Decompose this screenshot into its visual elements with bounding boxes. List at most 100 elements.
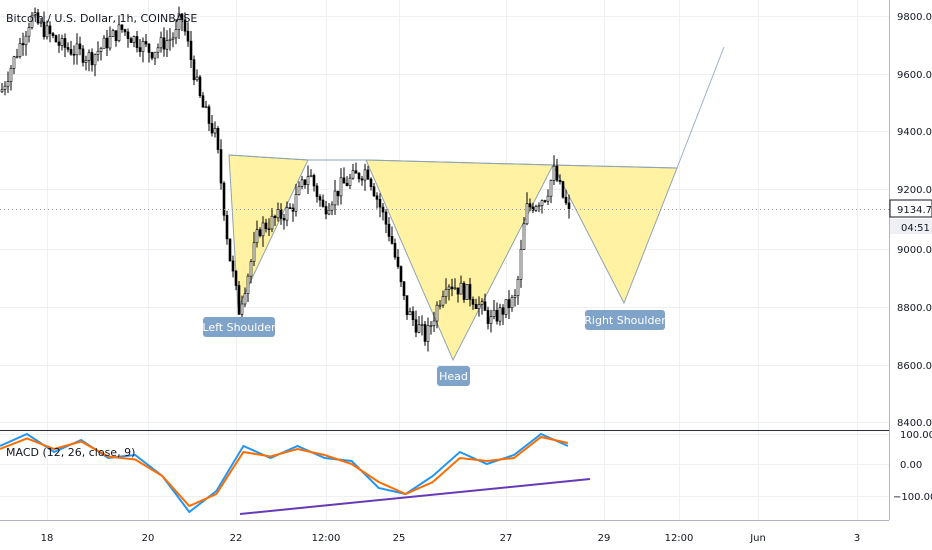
candle-body [246, 275, 250, 294]
candle-body [237, 285, 241, 315]
candle-body [297, 186, 301, 195]
macd-label: MACD (12, 26, close, 9) [6, 446, 135, 459]
candle-body [0, 89, 4, 93]
macd-axis[interactable]: 100.00 0.00 −100.00 [893, 430, 932, 503]
head-triangle[interactable] [365, 159, 554, 362]
candle-body [384, 211, 388, 225]
price-tick-label: 9000.00 [897, 245, 932, 256]
candle-body [429, 325, 433, 327]
macd-tick-label: 0.00 [900, 460, 922, 471]
candle-body [198, 76, 202, 97]
candle-body [51, 33, 55, 36]
candle-body [381, 206, 385, 213]
target-projection-line[interactable] [676, 46, 725, 169]
candle-body [9, 68, 13, 82]
neckline[interactable] [228, 154, 678, 169]
macd-trend-line[interactable] [239, 478, 591, 515]
candle-body [111, 30, 115, 37]
candle-body [81, 48, 85, 63]
candle-body [366, 169, 370, 180]
candle-body [507, 299, 511, 309]
price-tick-label: 8400.00 [897, 418, 932, 429]
candle-body [150, 52, 154, 59]
candle-body [171, 37, 175, 40]
candle-body [177, 13, 181, 30]
left-shoulder-label-text: Left Shoulder [202, 321, 276, 334]
candle-body [333, 190, 337, 206]
candle-body [219, 149, 223, 184]
time-tick-label: 27 [500, 533, 513, 544]
candle-body [93, 54, 97, 66]
candle-body [399, 266, 403, 283]
candle-body [561, 181, 565, 198]
candle-body [48, 25, 52, 34]
candle-body [63, 38, 67, 48]
head-label[interactable]: Head [437, 366, 470, 386]
left-shoulder-label[interactable]: Left Shoulder [202, 317, 276, 337]
candle-body [12, 56, 16, 69]
candle-body [537, 205, 541, 207]
candle-body [195, 76, 199, 81]
candle-body [255, 229, 259, 244]
price-tick-label: 9800.00 [897, 12, 932, 23]
candle-body [75, 43, 79, 56]
candle-body [108, 36, 112, 49]
candle-body [39, 21, 43, 24]
time-tick-label: 25 [393, 533, 406, 544]
candle-body [378, 199, 382, 208]
right-shoulder-label[interactable]: Right Shoulder [584, 310, 666, 330]
time-tick-label: 29 [598, 533, 611, 544]
candle-body [213, 127, 217, 134]
candle-body [414, 319, 418, 333]
right-shoulder-triangle[interactable] [552, 164, 678, 305]
candle-body [501, 307, 505, 315]
candle-body [372, 186, 376, 197]
candle-body [117, 24, 121, 41]
candle-body [147, 43, 151, 53]
price-axis[interactable]: 9800.00 9600.00 9400.00 9200.00 9000.00 8800.… [897, 12, 932, 429]
candle-body [348, 177, 352, 186]
candle-body [126, 31, 130, 39]
candle-body [363, 169, 367, 181]
candle-body [303, 179, 307, 185]
candle-body [123, 29, 127, 33]
candle-body [243, 293, 247, 305]
candle-body [471, 299, 475, 305]
candle-body [42, 21, 46, 38]
time-tick-label: Jun [749, 533, 766, 544]
candle-body [78, 43, 82, 50]
candle-body [153, 51, 157, 59]
candle-body [132, 36, 136, 43]
candle-body [6, 81, 10, 87]
candle-body [54, 35, 58, 43]
time-axis[interactable]: 18 20 22 12:00 25 27 29 12:00 Jun 3 [41, 533, 861, 544]
candle-body [495, 309, 499, 322]
candle-body [162, 37, 166, 50]
candle-body [183, 19, 187, 32]
candle-body [510, 297, 514, 309]
candle-body [516, 279, 520, 296]
candle-body [72, 53, 76, 56]
candle-body [96, 51, 100, 55]
candle-body [351, 170, 355, 179]
signal-line [0, 435, 569, 508]
candle-body [426, 325, 430, 342]
price-tick-label: 9600.00 [897, 70, 932, 81]
candle-body [534, 206, 538, 211]
candle-body [21, 43, 25, 46]
right-shoulder-label-text: Right Shoulder [584, 314, 666, 327]
candlestick-series [0, 6, 571, 352]
candle-body [354, 170, 358, 174]
candle-body [447, 286, 451, 290]
candle-body [318, 196, 322, 201]
time-tick-label: 12:00 [665, 533, 694, 544]
candle-body [120, 24, 124, 30]
candle-body [375, 195, 379, 200]
candle-body [186, 30, 190, 42]
candle-body [513, 295, 517, 298]
candle-body [552, 165, 556, 181]
candle-body [102, 37, 106, 49]
candle-body [264, 222, 268, 230]
